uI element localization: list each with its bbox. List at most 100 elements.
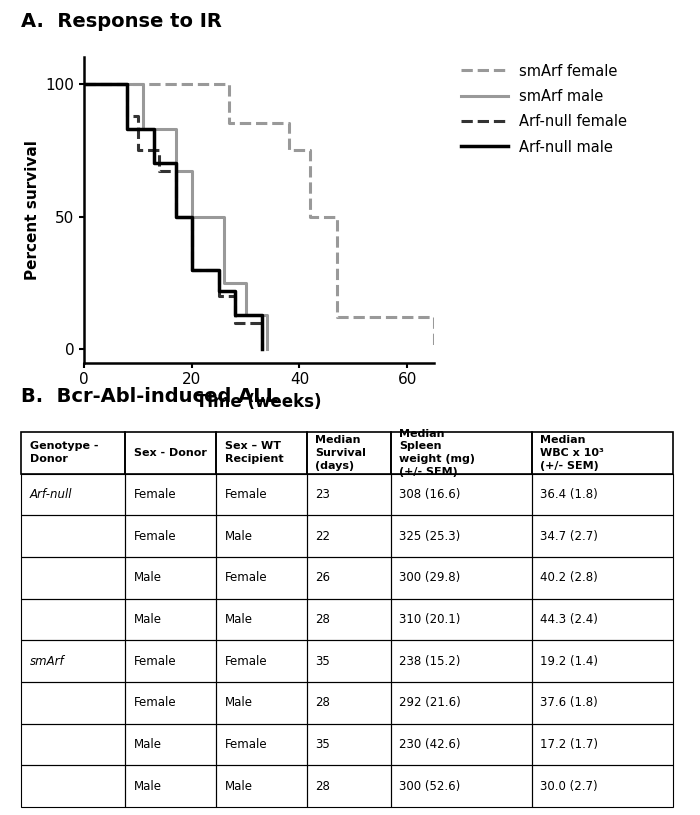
Text: Male: Male (134, 779, 162, 792)
Text: Arf-null: Arf-null (29, 488, 72, 501)
Text: Sex - Donor: Sex - Donor (134, 447, 206, 458)
Text: Sex – WT
Recipient: Sex – WT Recipient (225, 442, 284, 465)
Bar (21, 724, 125, 765)
Text: 230 (42.6): 230 (42.6) (399, 738, 461, 751)
Bar (307, 765, 391, 807)
Bar (125, 724, 216, 765)
Bar (307, 724, 391, 765)
Text: 22: 22 (315, 530, 330, 543)
Text: A.  Response to IR: A. Response to IR (21, 11, 222, 31)
X-axis label: Time (weeks): Time (weeks) (196, 393, 322, 411)
Text: Female: Female (225, 654, 267, 667)
Bar (391, 724, 532, 765)
Text: Male: Male (225, 779, 253, 792)
Bar (21, 765, 125, 807)
Bar (125, 682, 216, 724)
Text: 17.2 (1.7): 17.2 (1.7) (540, 738, 598, 751)
Bar (125, 557, 216, 598)
Text: 30.0 (2.7): 30.0 (2.7) (540, 779, 598, 792)
Bar (216, 515, 307, 557)
Text: Female: Female (134, 696, 176, 709)
Text: 37.6 (1.8): 37.6 (1.8) (540, 696, 598, 709)
Bar (216, 432, 307, 474)
Text: B.  Bcr-Abl-induced ALL: B. Bcr-Abl-induced ALL (21, 386, 278, 406)
Text: Male: Male (134, 738, 162, 751)
Text: Genotype -
Donor: Genotype - Donor (29, 442, 98, 465)
Text: 44.3 (2.4): 44.3 (2.4) (540, 613, 598, 626)
Bar (125, 474, 216, 515)
Bar (125, 765, 216, 807)
Bar (532, 765, 673, 807)
Text: 238 (15.2): 238 (15.2) (399, 654, 461, 667)
Text: Male: Male (225, 530, 253, 543)
Bar (532, 682, 673, 724)
Bar (307, 557, 391, 598)
Text: Female: Female (225, 488, 267, 501)
Text: 35: 35 (315, 738, 330, 751)
Text: Male: Male (134, 571, 162, 584)
Text: 23: 23 (315, 488, 330, 501)
Bar (216, 557, 307, 598)
Bar (21, 515, 125, 557)
Bar (307, 515, 391, 557)
Bar (21, 557, 125, 598)
Bar (125, 515, 216, 557)
Bar (21, 432, 125, 474)
Bar (391, 765, 532, 807)
Text: Median
Survival
(days): Median Survival (days) (315, 435, 366, 470)
Text: 26: 26 (315, 571, 330, 584)
Bar (21, 474, 125, 515)
Text: Female: Female (134, 654, 176, 667)
Bar (532, 557, 673, 598)
Text: 34.7 (2.7): 34.7 (2.7) (540, 530, 598, 543)
Text: Male: Male (225, 696, 253, 709)
Text: 28: 28 (315, 696, 330, 709)
Bar (391, 641, 532, 682)
Bar (532, 724, 673, 765)
Bar (391, 432, 532, 474)
Bar (125, 432, 216, 474)
Text: 300 (29.8): 300 (29.8) (399, 571, 461, 584)
Bar (216, 724, 307, 765)
Text: 28: 28 (315, 613, 330, 626)
Text: 300 (52.6): 300 (52.6) (399, 779, 461, 792)
Text: 35: 35 (315, 654, 330, 667)
Text: Female: Female (134, 488, 176, 501)
Text: 292 (21.6): 292 (21.6) (399, 696, 461, 709)
Bar (391, 515, 532, 557)
Bar (391, 598, 532, 641)
Bar (391, 557, 532, 598)
Text: Median
Spleen
weight (mg)
(+/- SEM): Median Spleen weight (mg) (+/- SEM) (399, 429, 475, 477)
Bar (532, 641, 673, 682)
Bar (532, 598, 673, 641)
Text: smArf: smArf (29, 654, 64, 667)
Bar (532, 474, 673, 515)
Bar (391, 474, 532, 515)
Legend: smArf female, smArf male, Arf-null female, Arf-null male: smArf female, smArf male, Arf-null femal… (455, 58, 634, 161)
Bar (216, 765, 307, 807)
Text: 40.2 (2.8): 40.2 (2.8) (540, 571, 598, 584)
Text: Median
WBC x 10³
(+/- SEM): Median WBC x 10³ (+/- SEM) (540, 435, 604, 470)
Text: Male: Male (225, 613, 253, 626)
Bar (307, 474, 391, 515)
Bar (21, 641, 125, 682)
Bar (21, 598, 125, 641)
Bar (216, 598, 307, 641)
Bar (216, 641, 307, 682)
Bar (307, 598, 391, 641)
Bar (307, 682, 391, 724)
Bar (21, 682, 125, 724)
Text: Female: Female (225, 738, 267, 751)
Bar (391, 682, 532, 724)
Bar (532, 432, 673, 474)
Bar (125, 641, 216, 682)
Text: Female: Female (225, 571, 267, 584)
Text: Male: Male (134, 613, 162, 626)
Text: 325 (25.3): 325 (25.3) (399, 530, 461, 543)
Y-axis label: Percent survival: Percent survival (25, 140, 40, 280)
Bar (216, 474, 307, 515)
Text: 36.4 (1.8): 36.4 (1.8) (540, 488, 598, 501)
Bar (532, 515, 673, 557)
Bar (307, 641, 391, 682)
Text: 19.2 (1.4): 19.2 (1.4) (540, 654, 598, 667)
